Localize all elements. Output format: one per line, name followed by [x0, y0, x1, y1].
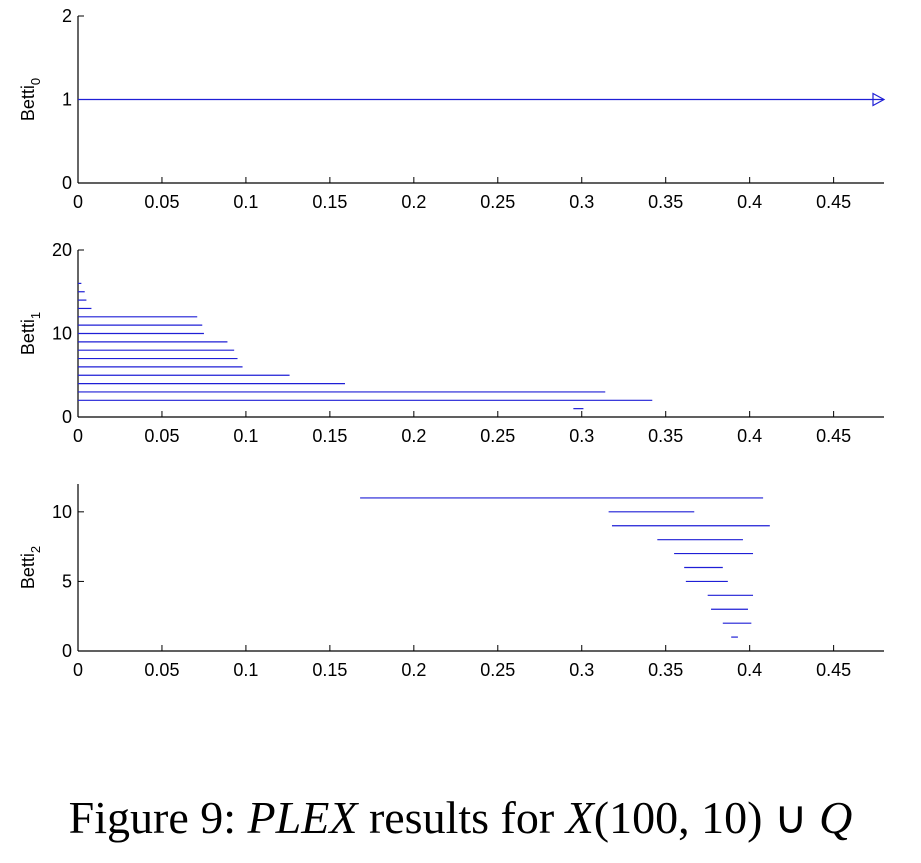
x-tick-label: 0.4	[737, 660, 762, 680]
x-tick-label: 0.15	[312, 192, 347, 212]
betti-panel-0: 0 0.05 0.1 0.15 0.2 0.25 0.3 0.35 0.4 0.45 0 1 2 Bett…	[18, 6, 886, 212]
y-axis-label-text: Betti	[18, 319, 38, 355]
caption-union: ∪	[762, 792, 820, 843]
betti-panel-1: 0 0.05 0.1 0.15 0.2 0.25 0.3 0.35 0.4 0.45 0 10 20 Be…	[18, 240, 884, 446]
y-tick-label: 0	[62, 407, 72, 427]
y-tick-label: 0	[62, 641, 72, 661]
y-axis-label-text: Betti	[18, 553, 38, 589]
y-axis-label-subscript: 2	[28, 546, 43, 553]
x-tick-label: 0.05	[144, 192, 179, 212]
y-tick-label: 0	[62, 173, 72, 193]
figure-caption: Figure 9: PLEX results for X(100, 10) ∪ …	[0, 790, 921, 844]
infinite-interval-arrow	[872, 92, 886, 107]
x-tick-label: 0.1	[233, 192, 258, 212]
x-tick-label: 0.2	[401, 660, 426, 680]
caption-prefix: Figure 9:	[68, 792, 248, 843]
x-tick-label: 0.1	[233, 426, 258, 446]
betti-panel-2: 0 0.05 0.1 0.15 0.2 0.25 0.3 0.35 0.4 0.45 0 5 10 Bet…	[18, 484, 884, 680]
y-axis-label: Betti0	[18, 78, 43, 121]
caption-middle: results for	[357, 792, 566, 843]
betti-barcode-figure: 0 0.05 0.1 0.15 0.2 0.25 0.3 0.35 0.4 0.45012Bett…	[18, 6, 886, 680]
x-tick-label: 0.1	[233, 660, 258, 680]
x-tick-label: 0.3	[569, 192, 594, 212]
y-tick-label: 2	[62, 6, 72, 26]
caption-x: X	[565, 792, 594, 843]
y-tick-label: 10	[52, 324, 72, 344]
x-tick-label: 0	[73, 426, 83, 446]
x-tick-label: 0.25	[480, 426, 515, 446]
y-axis-label-text: Betti	[18, 85, 38, 121]
x-tick-label: 0.05	[144, 660, 179, 680]
caption-args: (100, 10)	[593, 792, 763, 843]
x-tick-label: 0.45	[816, 426, 851, 446]
caption-plex: PLEX	[247, 792, 358, 843]
x-tick-label: 0.45	[816, 660, 851, 680]
y-axis-label: Betti2	[18, 546, 43, 589]
y-tick-label: 20	[52, 240, 72, 260]
y-axis-label: Betti1	[18, 312, 43, 355]
y-tick-label: 1	[62, 90, 72, 110]
x-tick-label: 0.2	[401, 192, 426, 212]
x-tick-label: 0.45	[816, 192, 851, 212]
x-tick-label: 0.35	[648, 426, 683, 446]
x-tick-label: 0	[73, 192, 83, 212]
x-tick-label: 0.4	[737, 192, 762, 212]
x-tick-label: 0.2	[401, 426, 426, 446]
caption-q: Q	[819, 792, 853, 843]
x-tick-label: 0.25	[480, 192, 515, 212]
x-tick-label: 0.3	[569, 660, 594, 680]
x-tick-label: 0	[73, 660, 83, 680]
x-tick-label: 0.4	[737, 426, 762, 446]
y-tick-label: 10	[52, 502, 72, 522]
y-tick-label: 5	[62, 571, 72, 591]
x-tick-label: 0.35	[648, 192, 683, 212]
x-tick-label: 0.35	[648, 660, 683, 680]
y-axis-label-subscript: 1	[28, 312, 43, 319]
x-tick-label: 0.25	[480, 660, 515, 680]
y-axis-label-subscript: 0	[28, 78, 43, 85]
x-tick-label: 0.15	[312, 426, 347, 446]
x-tick-label: 0.3	[569, 426, 594, 446]
x-tick-label: 0.05	[144, 426, 179, 446]
x-tick-label: 0.15	[312, 660, 347, 680]
